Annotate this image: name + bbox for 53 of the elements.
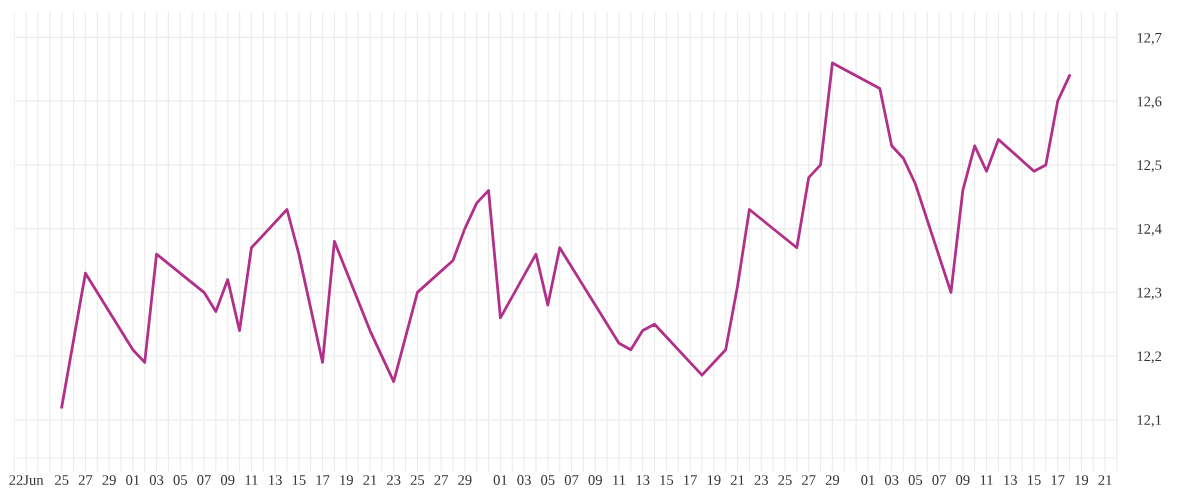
y-tick-label: 12,6 bbox=[1137, 96, 1162, 109]
x-tick-label: 09 bbox=[220, 475, 235, 485]
x-tick-label: 09 bbox=[956, 475, 970, 485]
x-tick-label: 03 bbox=[884, 475, 899, 485]
x-tick-label: 21 bbox=[1098, 475, 1112, 485]
x-tick-label: 15 bbox=[292, 475, 306, 485]
x-tick-label: 13 bbox=[269, 475, 282, 485]
y-tick-label: 12,7 bbox=[1137, 32, 1162, 45]
x-tick-label: 25 bbox=[410, 475, 425, 485]
x-tick-label: 11 bbox=[245, 475, 258, 485]
x-tick-label: 03 bbox=[517, 475, 531, 485]
x-tick-label: 15 bbox=[1027, 475, 1041, 485]
x-tick-label: 19 bbox=[340, 475, 353, 485]
y-tick-label: 12,4 bbox=[1137, 224, 1162, 236]
x-tick-label: 03 bbox=[149, 475, 164, 485]
x-tick-label: 27 bbox=[802, 475, 816, 485]
x-tick-label: 25 bbox=[778, 475, 792, 485]
x-tick-label: 07 bbox=[564, 475, 579, 485]
x-tick-label: 27 bbox=[78, 475, 93, 485]
x-tick-label: 01 bbox=[861, 475, 875, 485]
y-tick-label: 12,5 bbox=[1137, 160, 1162, 173]
x-tick-label: 13 bbox=[1004, 475, 1017, 485]
x-tick-label: 21 bbox=[730, 475, 744, 485]
x-tick-label: 27 bbox=[434, 475, 448, 485]
x-tick-label: 11 bbox=[613, 475, 626, 485]
x-tick-label: 07 bbox=[197, 475, 211, 485]
x-tick-label: 11 bbox=[980, 475, 993, 485]
x-tick-label: 13 bbox=[636, 475, 650, 485]
x-tick-label: 17 bbox=[316, 475, 330, 485]
x-tick-label: 17 bbox=[684, 475, 697, 485]
x-tick-label: 21 bbox=[363, 475, 377, 485]
x-tick-label: 17 bbox=[1051, 475, 1065, 485]
x-tick-label: 05 bbox=[541, 475, 555, 485]
x-tick-label: 01 bbox=[126, 475, 140, 485]
x-tick-label: 29 bbox=[825, 475, 840, 485]
x-tick-label: 01 bbox=[493, 475, 507, 485]
line-series bbox=[60, 61, 1071, 409]
x-tick-label: 25 bbox=[55, 475, 69, 485]
x-tick-label: 29 bbox=[458, 475, 472, 485]
x-tick-label: 22Jun bbox=[9, 475, 44, 485]
x-tick-label: 09 bbox=[588, 475, 602, 485]
x-tick-label: 19 bbox=[1075, 475, 1089, 485]
x-tick-label: 19 bbox=[707, 475, 721, 485]
y-tick-label: 12,2 bbox=[1137, 351, 1162, 364]
x-tick-label: 07 bbox=[932, 475, 946, 485]
x-tick-label: 23 bbox=[387, 475, 401, 485]
y-tick-label: 12,1 bbox=[1137, 415, 1162, 428]
x-tick-label: 29 bbox=[102, 475, 116, 485]
y-tick-label: 12,3 bbox=[1137, 287, 1162, 300]
x-tick-label: 05 bbox=[173, 475, 187, 485]
x-tick-label: 05 bbox=[908, 475, 923, 485]
x-tick-label: 15 bbox=[660, 475, 674, 485]
x-tick-label: 23 bbox=[754, 475, 768, 485]
